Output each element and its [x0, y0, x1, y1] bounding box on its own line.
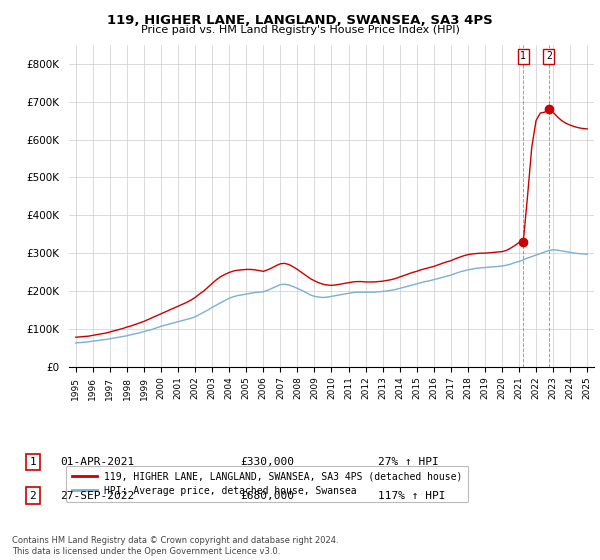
Text: 2: 2 — [546, 51, 552, 61]
Text: £680,000: £680,000 — [240, 491, 294, 501]
Text: 27-SEP-2022: 27-SEP-2022 — [60, 491, 134, 501]
Text: Price paid vs. HM Land Registry's House Price Index (HPI): Price paid vs. HM Land Registry's House … — [140, 25, 460, 35]
Text: 1: 1 — [29, 457, 37, 467]
Text: 117% ↑ HPI: 117% ↑ HPI — [378, 491, 445, 501]
Text: 1: 1 — [520, 51, 526, 61]
Legend: 119, HIGHER LANE, LANGLAND, SWANSEA, SA3 4PS (detached house), HPI: Average pric: 119, HIGHER LANE, LANGLAND, SWANSEA, SA3… — [67, 465, 469, 502]
Text: £330,000: £330,000 — [240, 457, 294, 467]
Text: 2: 2 — [29, 491, 37, 501]
Text: 27% ↑ HPI: 27% ↑ HPI — [378, 457, 439, 467]
Text: 01-APR-2021: 01-APR-2021 — [60, 457, 134, 467]
Text: 119, HIGHER LANE, LANGLAND, SWANSEA, SA3 4PS: 119, HIGHER LANE, LANGLAND, SWANSEA, SA3… — [107, 14, 493, 27]
Text: Contains HM Land Registry data © Crown copyright and database right 2024.
This d: Contains HM Land Registry data © Crown c… — [12, 536, 338, 556]
